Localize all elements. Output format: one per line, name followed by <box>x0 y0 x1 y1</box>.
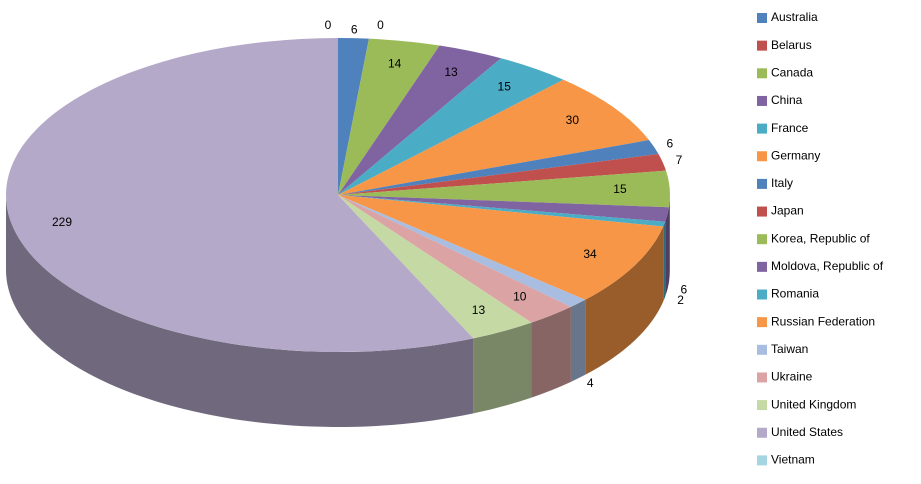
legend-label: Vietnam <box>771 453 815 467</box>
legend-swatch <box>757 13 767 23</box>
data-label: 10 <box>513 289 527 303</box>
slice <box>338 140 659 195</box>
slice <box>338 195 669 222</box>
slice-side <box>668 195 670 283</box>
data-label: 13 <box>444 65 458 79</box>
legend-swatch <box>757 95 767 106</box>
legend-swatch <box>757 317 767 328</box>
data-label: 30 <box>566 113 580 127</box>
slice <box>338 195 532 339</box>
legend-label: Ukraine <box>771 370 813 384</box>
data-label: 4 <box>587 376 594 390</box>
slice <box>338 45 502 196</box>
legend-swatch <box>757 261 767 272</box>
legend-swatch <box>757 123 767 134</box>
data-label: 6 <box>681 283 688 297</box>
data-label: 7 <box>676 153 683 167</box>
data-label: 0 <box>377 18 384 32</box>
data-label: 15 <box>498 79 512 93</box>
legend-label: Belarus <box>771 38 812 52</box>
legend-swatch <box>757 400 767 411</box>
slice <box>338 195 586 307</box>
data-label: 2 <box>677 293 684 307</box>
slice <box>338 38 369 195</box>
data-label: 13 <box>472 303 486 317</box>
data-label: 0 <box>325 18 332 32</box>
legend-label: Moldova, Republic of <box>771 259 884 273</box>
legend-swatch <box>757 68 767 79</box>
legend-swatch <box>757 234 767 245</box>
legend-label: Korea, Republic of <box>771 231 870 245</box>
legend-swatch <box>757 344 767 355</box>
slice <box>6 38 474 352</box>
legend-swatch <box>757 206 767 217</box>
slice <box>338 195 571 323</box>
data-label: 14 <box>388 56 402 70</box>
legend-swatch <box>757 372 767 383</box>
slice-side <box>6 195 474 427</box>
legend-label: Romania <box>771 287 819 301</box>
data-label: 34 <box>583 247 597 261</box>
slice-side <box>663 221 666 302</box>
slice-side <box>665 207 669 297</box>
slice-side <box>473 322 532 414</box>
slice <box>338 195 666 227</box>
legend-label: Germany <box>771 148 820 162</box>
data-label: 15 <box>613 182 627 196</box>
legend-swatch <box>757 151 767 162</box>
slice <box>338 38 440 196</box>
legend-swatch <box>757 178 767 189</box>
legend-swatch <box>757 427 767 438</box>
slice <box>338 170 670 208</box>
legend-label: United Kingdom <box>771 397 856 411</box>
legend-label: Japan <box>771 204 804 218</box>
slice <box>338 58 564 196</box>
data-label: 229 <box>52 215 72 229</box>
legend-swatch <box>757 455 767 466</box>
legend-swatch <box>757 40 767 51</box>
slice <box>338 79 649 195</box>
slice-side <box>531 306 571 398</box>
legend-label: Russian Federation <box>771 314 875 328</box>
legend-label: Taiwan <box>771 342 808 356</box>
data-label: 6 <box>667 137 674 151</box>
legend-swatch <box>757 289 767 300</box>
legend-label: Australia <box>771 10 818 24</box>
slice-side <box>585 226 664 375</box>
legend-label: China <box>771 93 803 107</box>
data-label: 6 <box>351 23 358 37</box>
legend-label: Canada <box>771 65 813 79</box>
slice <box>338 195 664 300</box>
legend-label: Italy <box>771 176 793 190</box>
legend-label: United States <box>771 425 843 439</box>
legend-label: France <box>771 121 809 135</box>
slice <box>338 153 666 195</box>
slice-side <box>570 299 586 382</box>
